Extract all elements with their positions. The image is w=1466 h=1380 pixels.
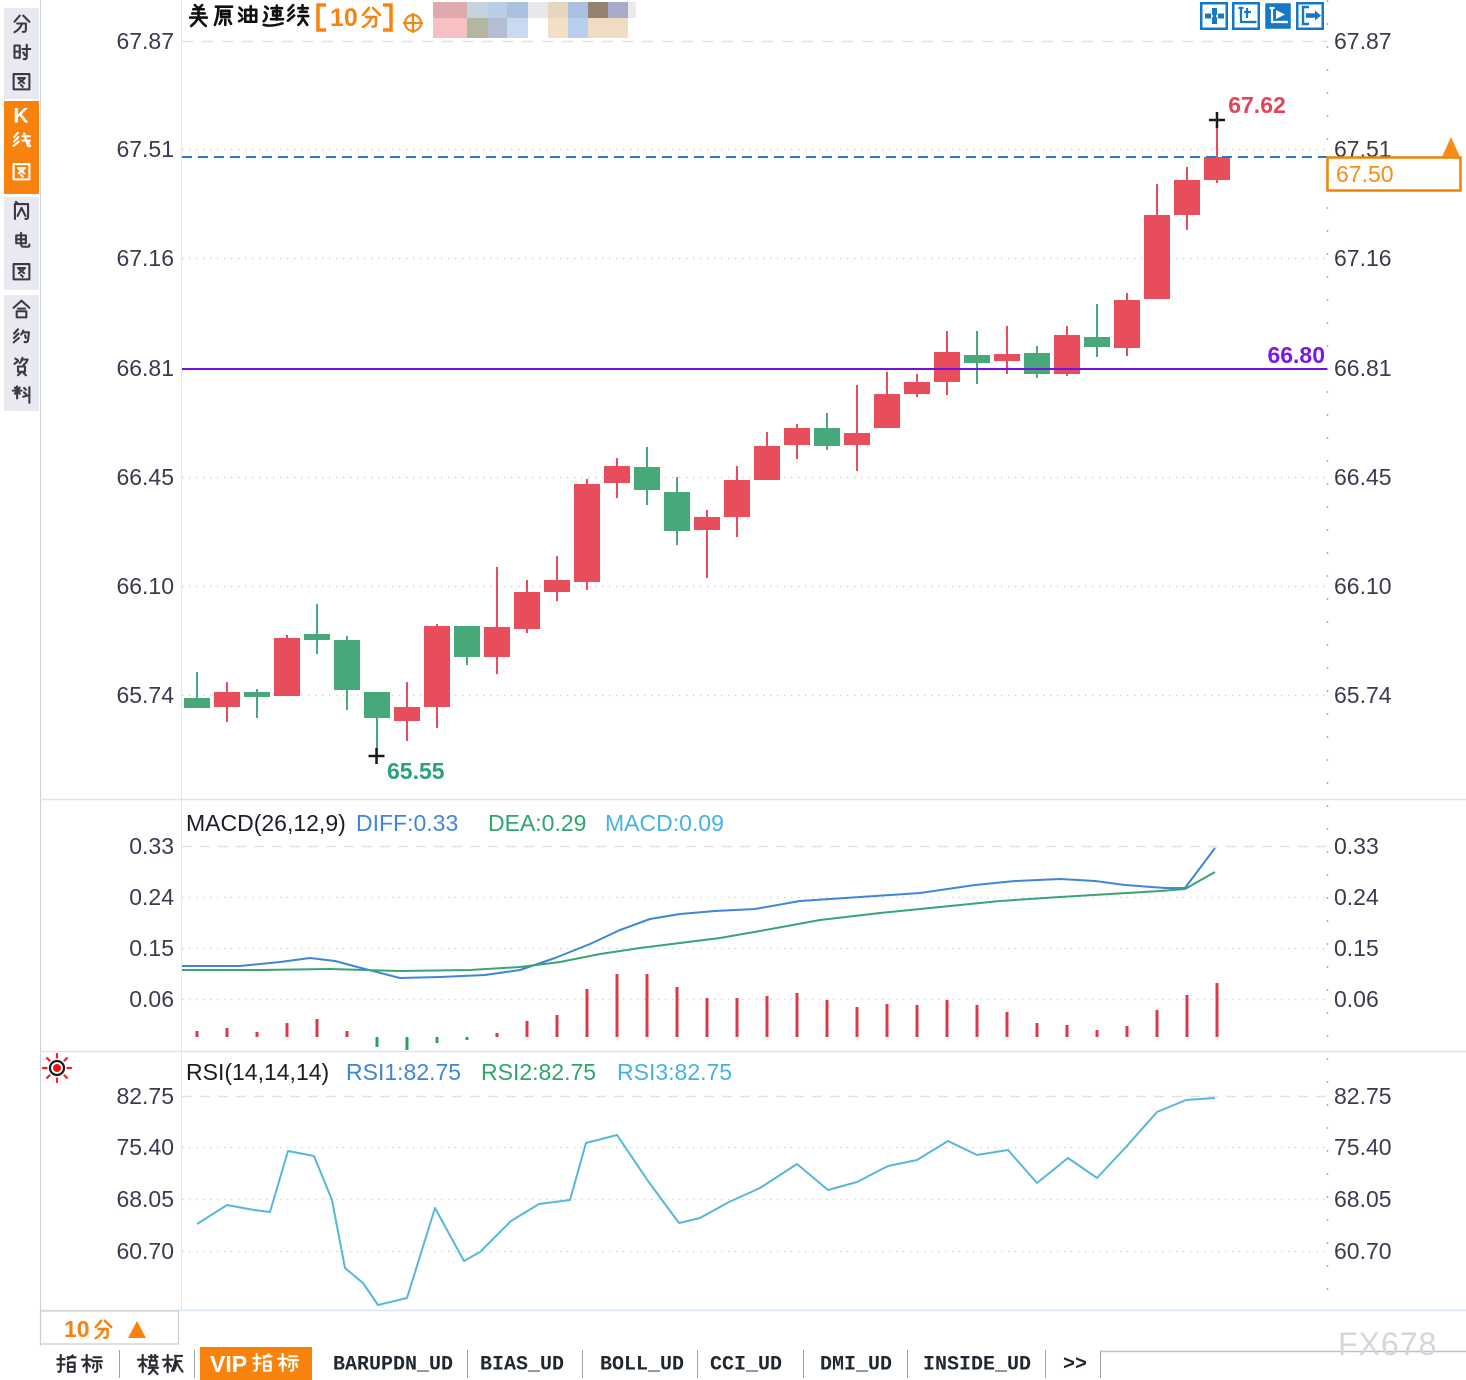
svg-text:INSIDE_UD: INSIDE_UD [923, 1354, 1031, 1377]
svg-text:RSI(14,14,14): RSI(14,14,14) [186, 1059, 329, 1085]
svg-text:RSI1:82.75: RSI1:82.75 [346, 1059, 461, 1085]
svg-text:82.75: 82.75 [1334, 1083, 1392, 1109]
svg-text:66.45: 66.45 [1334, 464, 1392, 490]
svg-text:68.05: 68.05 [1334, 1186, 1392, 1212]
svg-text:0.15: 0.15 [1334, 935, 1379, 961]
svg-text:RSI2:82.75: RSI2:82.75 [481, 1059, 596, 1085]
svg-text:FX678: FX678 [1338, 1326, 1437, 1362]
svg-text:60.70: 60.70 [116, 1238, 174, 1264]
svg-text:67.87: 67.87 [1334, 28, 1392, 54]
svg-text:CCI_UD: CCI_UD [710, 1354, 782, 1377]
svg-text:BARUPDN_UD: BARUPDN_UD [333, 1354, 453, 1377]
svg-text:67.16: 67.16 [116, 245, 174, 271]
svg-text:68.05: 68.05 [116, 1186, 174, 1212]
svg-text:67.87: 67.87 [116, 28, 174, 54]
svg-text:>>: >> [1063, 1354, 1087, 1377]
svg-text:0.33: 0.33 [129, 833, 174, 859]
svg-text:65.74: 65.74 [116, 682, 174, 708]
svg-text:RSI3:82.75: RSI3:82.75 [617, 1059, 732, 1085]
svg-text:0.06: 0.06 [1334, 986, 1379, 1012]
svg-text:67.50: 67.50 [1336, 161, 1394, 187]
svg-text:75.40: 75.40 [1334, 1134, 1392, 1160]
svg-text:66.45: 66.45 [116, 464, 174, 490]
svg-text:0.15: 0.15 [129, 935, 174, 961]
svg-text:MACD:0.09: MACD:0.09 [605, 810, 724, 836]
svg-text:75.40: 75.40 [116, 1134, 174, 1160]
svg-text:VIP: VIP [210, 1351, 247, 1377]
svg-text:0.24: 0.24 [129, 884, 174, 910]
svg-text:66.10: 66.10 [116, 573, 174, 599]
svg-text:0.24: 0.24 [1334, 884, 1379, 910]
svg-text:DEA:0.29: DEA:0.29 [488, 810, 586, 836]
svg-text:67.16: 67.16 [1334, 245, 1392, 271]
svg-text:K: K [13, 105, 28, 128]
svg-text:67.62: 67.62 [1228, 92, 1286, 118]
svg-text:67.51: 67.51 [116, 136, 174, 162]
svg-text:DMI_UD: DMI_UD [820, 1354, 892, 1377]
svg-text:66.81: 66.81 [1334, 355, 1392, 381]
svg-text:DIFF:0.33: DIFF:0.33 [356, 810, 458, 836]
svg-text:66.80: 66.80 [1267, 342, 1325, 368]
svg-text:65.74: 65.74 [1334, 682, 1392, 708]
svg-text:10: 10 [64, 1316, 90, 1342]
svg-text:MACD(26,12,9): MACD(26,12,9) [186, 810, 346, 836]
svg-text:66.81: 66.81 [116, 355, 174, 381]
svg-text:BOLL_UD: BOLL_UD [600, 1354, 684, 1377]
svg-text:65.55: 65.55 [387, 758, 445, 784]
svg-text:60.70: 60.70 [1334, 1238, 1392, 1264]
svg-text:BIAS_UD: BIAS_UD [480, 1354, 564, 1377]
svg-text:82.75: 82.75 [116, 1083, 174, 1109]
svg-text:10: 10 [330, 4, 358, 32]
svg-text:0.06: 0.06 [129, 986, 174, 1012]
svg-text:66.10: 66.10 [1334, 573, 1392, 599]
svg-text:0.33: 0.33 [1334, 833, 1379, 859]
